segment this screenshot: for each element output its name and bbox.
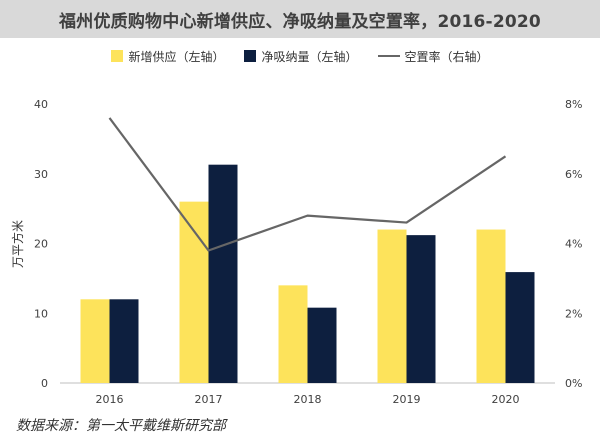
bar-absorption (505, 272, 535, 383)
bar-supply (80, 299, 110, 383)
bar-absorption (307, 307, 337, 383)
y2-tick-label: 2% (565, 307, 582, 320)
legend-swatch-supply (111, 50, 124, 62)
bar-supply (278, 285, 308, 383)
bar-absorption (406, 235, 436, 383)
y-tick-label: 20 (34, 238, 48, 251)
y-tick-label: 30 (34, 168, 48, 181)
y2-tick-label: 8% (565, 98, 582, 111)
title-bar: 福州优质购物中心新增供应、净吸纳量及空置率，2016-2020 (0, 0, 600, 38)
y-axis-title: 万平方米 (10, 220, 25, 268)
legend-item-supply: 新增供应（左轴） (111, 48, 224, 65)
legend-item-vacancy: 空置率（右轴） (377, 48, 489, 65)
y-tick-label: 10 (34, 307, 48, 320)
x-tick-label: 2018 (294, 393, 322, 406)
y-tick-label: 0 (41, 377, 48, 390)
legend-label-vacancy: 空置率（右轴） (404, 49, 489, 64)
bar-absorption (109, 299, 139, 383)
y-tick-label: 40 (34, 98, 48, 111)
legend-label-supply: 新增供应（左轴） (128, 49, 225, 64)
bar-supply (179, 201, 209, 383)
x-tick-label: 2016 (96, 393, 124, 406)
legend-swatch-absorption (244, 50, 257, 62)
source-note: 数据来源：第一太平戴维斯研究部 (16, 418, 226, 434)
bar-supply (377, 229, 407, 383)
x-tick-label: 2017 (195, 393, 223, 406)
bar-absorption (208, 164, 238, 383)
line-vacancy-rate (108, 117, 507, 252)
legend-label-absorption: 净吸纳量（左轴） (261, 49, 358, 64)
bar-supply (476, 229, 506, 383)
x-tick-label: 2019 (393, 393, 421, 406)
chart-title: 福州优质购物中心新增供应、净吸纳量及空置率，2016-2020 (59, 11, 541, 32)
legend-item-absorption: 净吸纳量（左轴） (244, 48, 358, 65)
y2-tick-label: 4% (565, 238, 582, 251)
legend: 新增供应（左轴） 净吸纳量（左轴） 空置率（右轴） (0, 46, 600, 66)
y2-tick-label: 6% (565, 168, 582, 181)
x-tick-label: 2020 (492, 393, 520, 406)
legend-swatch-vacancy (377, 55, 400, 57)
y2-tick-label: 0% (565, 377, 582, 390)
